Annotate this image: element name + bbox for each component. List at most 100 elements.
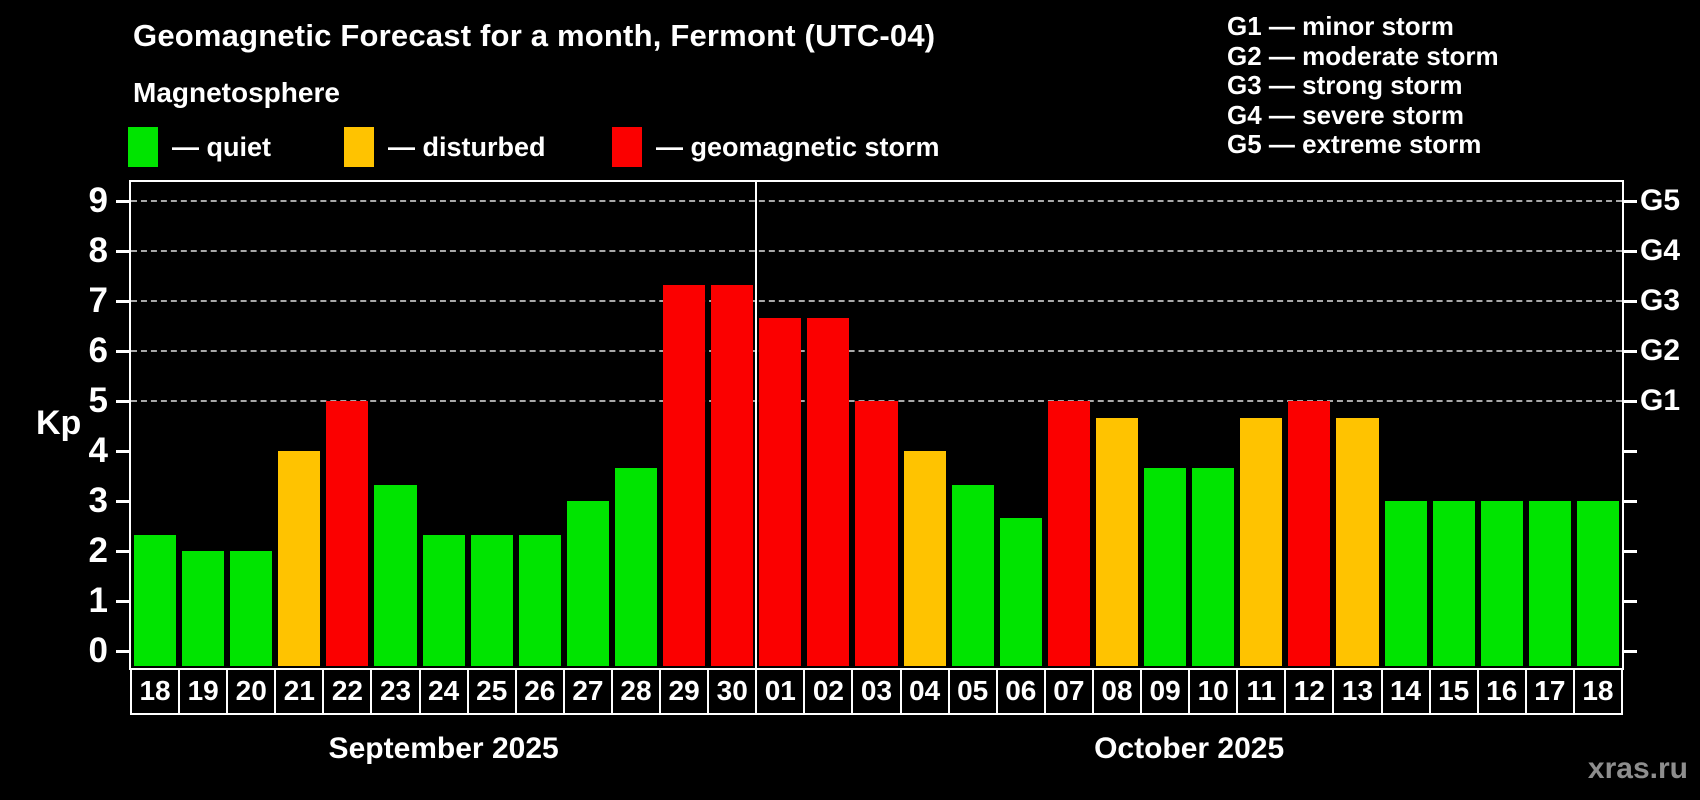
g-scale-legend-line-5: G5 — extreme storm bbox=[1227, 129, 1482, 159]
kp-bar-october-16 bbox=[1480, 501, 1523, 666]
gridline-kp-8 bbox=[131, 250, 1622, 252]
watermark: xras.ru bbox=[1587, 752, 1688, 785]
day-label-cell: 01 bbox=[755, 668, 806, 715]
y-axis-tick-label-5: 5 bbox=[88, 381, 108, 420]
month-label: October 2025 bbox=[1094, 732, 1285, 765]
day-label-cell: 18 bbox=[1572, 668, 1623, 715]
kp-bar-september-28 bbox=[614, 467, 658, 666]
disturbed-color-swatch bbox=[344, 127, 374, 167]
day-label-cell: 12 bbox=[1284, 668, 1335, 715]
y-axis-tick-label-8: 8 bbox=[88, 231, 108, 270]
kp-bar-september-26 bbox=[518, 534, 561, 666]
kp-bar-september-20 bbox=[230, 551, 273, 666]
chart-title: Geomagnetic Forecast for a month, Fermon… bbox=[133, 18, 936, 53]
day-label-cell: 07 bbox=[1043, 668, 1094, 715]
y-axis-tick-right-9 bbox=[1624, 200, 1637, 203]
kp-bar-october-15 bbox=[1432, 501, 1475, 666]
kp-bar-october-10 bbox=[1192, 467, 1235, 666]
legend-label-storm: — geomagnetic storm bbox=[656, 131, 940, 162]
day-label-cell: 05 bbox=[947, 668, 998, 715]
day-label-cell: 23 bbox=[370, 668, 421, 715]
kp-bar-october-01 bbox=[759, 317, 802, 666]
kp-bar-september-30 bbox=[711, 284, 754, 666]
kp-bar-october-17 bbox=[1528, 501, 1571, 666]
kp-bar-october-18 bbox=[1576, 501, 1619, 666]
day-label-cell: 26 bbox=[514, 668, 565, 715]
day-label-cell: 25 bbox=[466, 668, 517, 715]
chart-subtitle: Magnetosphere bbox=[133, 77, 340, 108]
kp-bar-october-09 bbox=[1144, 467, 1187, 666]
day-label-cell: 03 bbox=[851, 668, 902, 715]
kp-bar-september-21 bbox=[278, 451, 321, 666]
day-label-cell: 22 bbox=[322, 668, 373, 715]
y-axis-tick-left-0 bbox=[116, 650, 129, 653]
y-axis-tick-left-6 bbox=[116, 350, 129, 353]
gridline-kp-6 bbox=[131, 350, 1622, 352]
y-axis-tick-left-8 bbox=[116, 250, 129, 253]
day-label-cell: 21 bbox=[274, 668, 325, 715]
kp-bar-september-27 bbox=[566, 501, 609, 666]
y-axis-tick-right-5 bbox=[1624, 400, 1637, 403]
kp-bar-october-08 bbox=[1095, 417, 1139, 666]
y-axis-tick-right-8 bbox=[1624, 250, 1637, 253]
day-label-cell: 29 bbox=[659, 668, 710, 715]
day-label-cell: 04 bbox=[899, 668, 950, 715]
y-axis-tick-label-6: 6 bbox=[88, 331, 108, 370]
y-axis-tick-label-1: 1 bbox=[88, 581, 108, 620]
g-axis-label-g2: G2 bbox=[1640, 334, 1681, 367]
kp-bar-october-05 bbox=[951, 484, 994, 666]
legend-item-disturbed: — disturbed bbox=[344, 126, 546, 168]
y-axis-tick-label-3: 3 bbox=[88, 481, 108, 520]
day-label-cell: 06 bbox=[995, 668, 1046, 715]
y-axis-tick-left-5 bbox=[116, 400, 129, 403]
y-axis-tick-right-3 bbox=[1624, 500, 1637, 503]
day-label-cell: 08 bbox=[1091, 668, 1143, 715]
g-scale-legend-line-3: G3 — strong storm bbox=[1227, 70, 1463, 100]
gridline-kp-9 bbox=[131, 200, 1622, 202]
g-scale-legend: G1 — minor storm G2 — moderate storm G3 — … bbox=[1227, 11, 1499, 160]
kp-bar-october-11 bbox=[1240, 417, 1283, 666]
y-axis-tick-left-7 bbox=[116, 300, 129, 303]
day-label-cell: 15 bbox=[1428, 668, 1479, 715]
kp-bar-september-29 bbox=[663, 284, 706, 666]
y-axis-tick-left-3 bbox=[116, 500, 129, 503]
y-axis-tick-right-6 bbox=[1624, 350, 1637, 353]
storm-color-swatch bbox=[612, 127, 642, 167]
month-separator-line bbox=[755, 182, 758, 668]
day-label-cell: 14 bbox=[1380, 668, 1431, 715]
g-axis-label-g5: G5 bbox=[1640, 184, 1681, 217]
gridline-kp-7 bbox=[131, 300, 1622, 302]
g-axis-label-g3: G3 bbox=[1640, 284, 1681, 317]
day-label-cell: 10 bbox=[1188, 668, 1239, 715]
g-scale-legend-line-1: G1 — minor storm bbox=[1227, 11, 1454, 41]
y-axis-tick-right-0 bbox=[1624, 650, 1637, 653]
g-axis-label-g1: G1 bbox=[1640, 384, 1681, 417]
day-label-cell: 20 bbox=[226, 668, 277, 715]
day-label-cell: 28 bbox=[610, 668, 662, 715]
day-label-cell: 16 bbox=[1476, 668, 1527, 715]
kp-bar-october-03 bbox=[855, 401, 898, 666]
kp-bar-october-04 bbox=[903, 451, 946, 666]
kp-bar-october-14 bbox=[1384, 501, 1427, 666]
y-axis-tick-label-9: 9 bbox=[88, 181, 108, 220]
kp-bar-september-23 bbox=[374, 484, 417, 666]
legend-label-quiet: — quiet bbox=[172, 131, 271, 162]
day-label-cell: 27 bbox=[562, 668, 613, 715]
legend-item-storm: — geomagnetic storm bbox=[612, 126, 940, 168]
y-axis-tick-right-7 bbox=[1624, 300, 1637, 303]
y-axis-label: Kp bbox=[36, 404, 82, 442]
month-label: September 2025 bbox=[328, 732, 559, 765]
day-label-cell: 17 bbox=[1524, 668, 1575, 715]
day-label-cell: 09 bbox=[1140, 668, 1191, 715]
kp-bar-october-13 bbox=[1336, 417, 1379, 666]
quiet-color-swatch bbox=[128, 127, 158, 167]
day-label-cell: 11 bbox=[1236, 668, 1287, 715]
day-label-cell: 19 bbox=[178, 668, 229, 715]
y-axis-tick-left-1 bbox=[116, 600, 129, 603]
kp-bar-september-18 bbox=[134, 534, 177, 666]
y-axis-tick-label-2: 2 bbox=[88, 531, 108, 570]
g-scale-legend-line-2: G2 — moderate storm bbox=[1227, 40, 1499, 71]
day-label-cell: 24 bbox=[418, 668, 469, 715]
kp-bar-september-25 bbox=[470, 534, 513, 666]
